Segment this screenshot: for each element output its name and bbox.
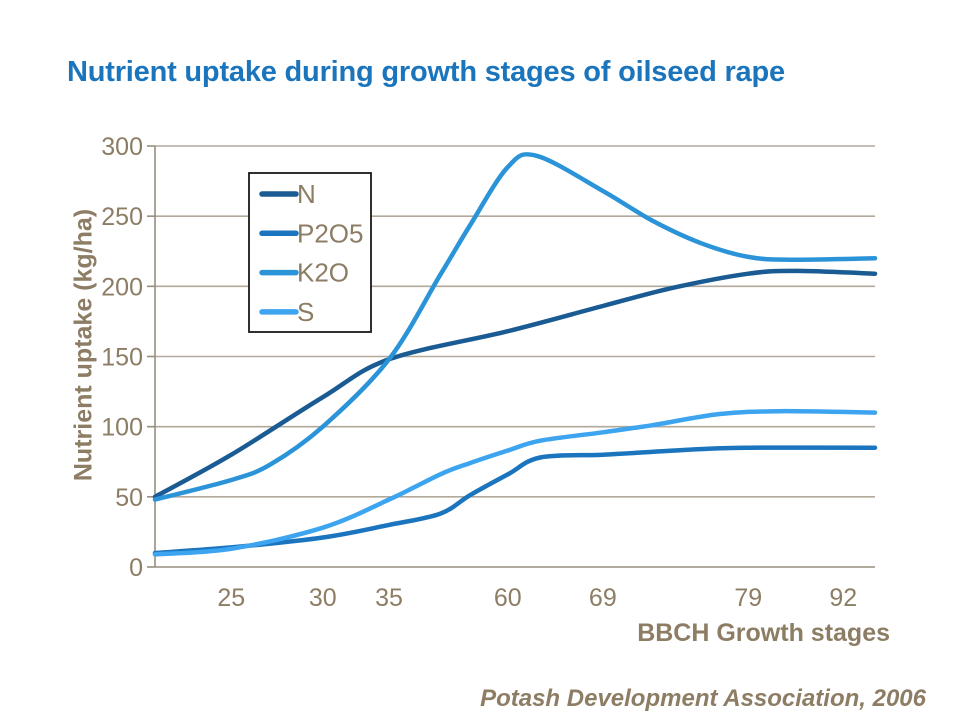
- legend-label-N: N: [297, 179, 316, 209]
- x-tick-label-92: 92: [829, 584, 857, 612]
- series-line-P2O5: [152, 445, 878, 556]
- legend-label-K2O: K2O: [297, 258, 349, 288]
- y-tick-label-50: 50: [115, 484, 143, 512]
- x-tick-label-35: 35: [375, 584, 403, 612]
- x-tick-label-60: 60: [494, 584, 522, 612]
- series-line-K2O: [152, 151, 878, 502]
- y-tick-label-250: 250: [101, 203, 143, 231]
- x-tick-label-30: 30: [309, 584, 337, 612]
- x-axis-title: BBCH Growth stages: [637, 619, 890, 647]
- legend-box: [248, 172, 372, 333]
- y-tick-label-200: 200: [101, 273, 143, 301]
- y-tick-label-150: 150: [101, 344, 143, 372]
- series-line-S: [152, 408, 878, 557]
- x-tick-label-25: 25: [217, 584, 245, 612]
- legend-label-P2O5: P2O5: [297, 218, 364, 248]
- source-credit: Potash Development Association, 2006: [480, 685, 926, 712]
- series-line-N: [152, 268, 878, 500]
- chart-title: Nutrient uptake during growth stages of …: [67, 56, 785, 88]
- y-tick-label-100: 100: [101, 414, 143, 442]
- y-tick-label-0: 0: [129, 554, 143, 582]
- y-tick-label-300: 300: [101, 133, 143, 161]
- x-tick-label-79: 79: [734, 584, 762, 612]
- legend-label-S: S: [297, 297, 314, 327]
- x-tick-label-69: 69: [589, 584, 617, 612]
